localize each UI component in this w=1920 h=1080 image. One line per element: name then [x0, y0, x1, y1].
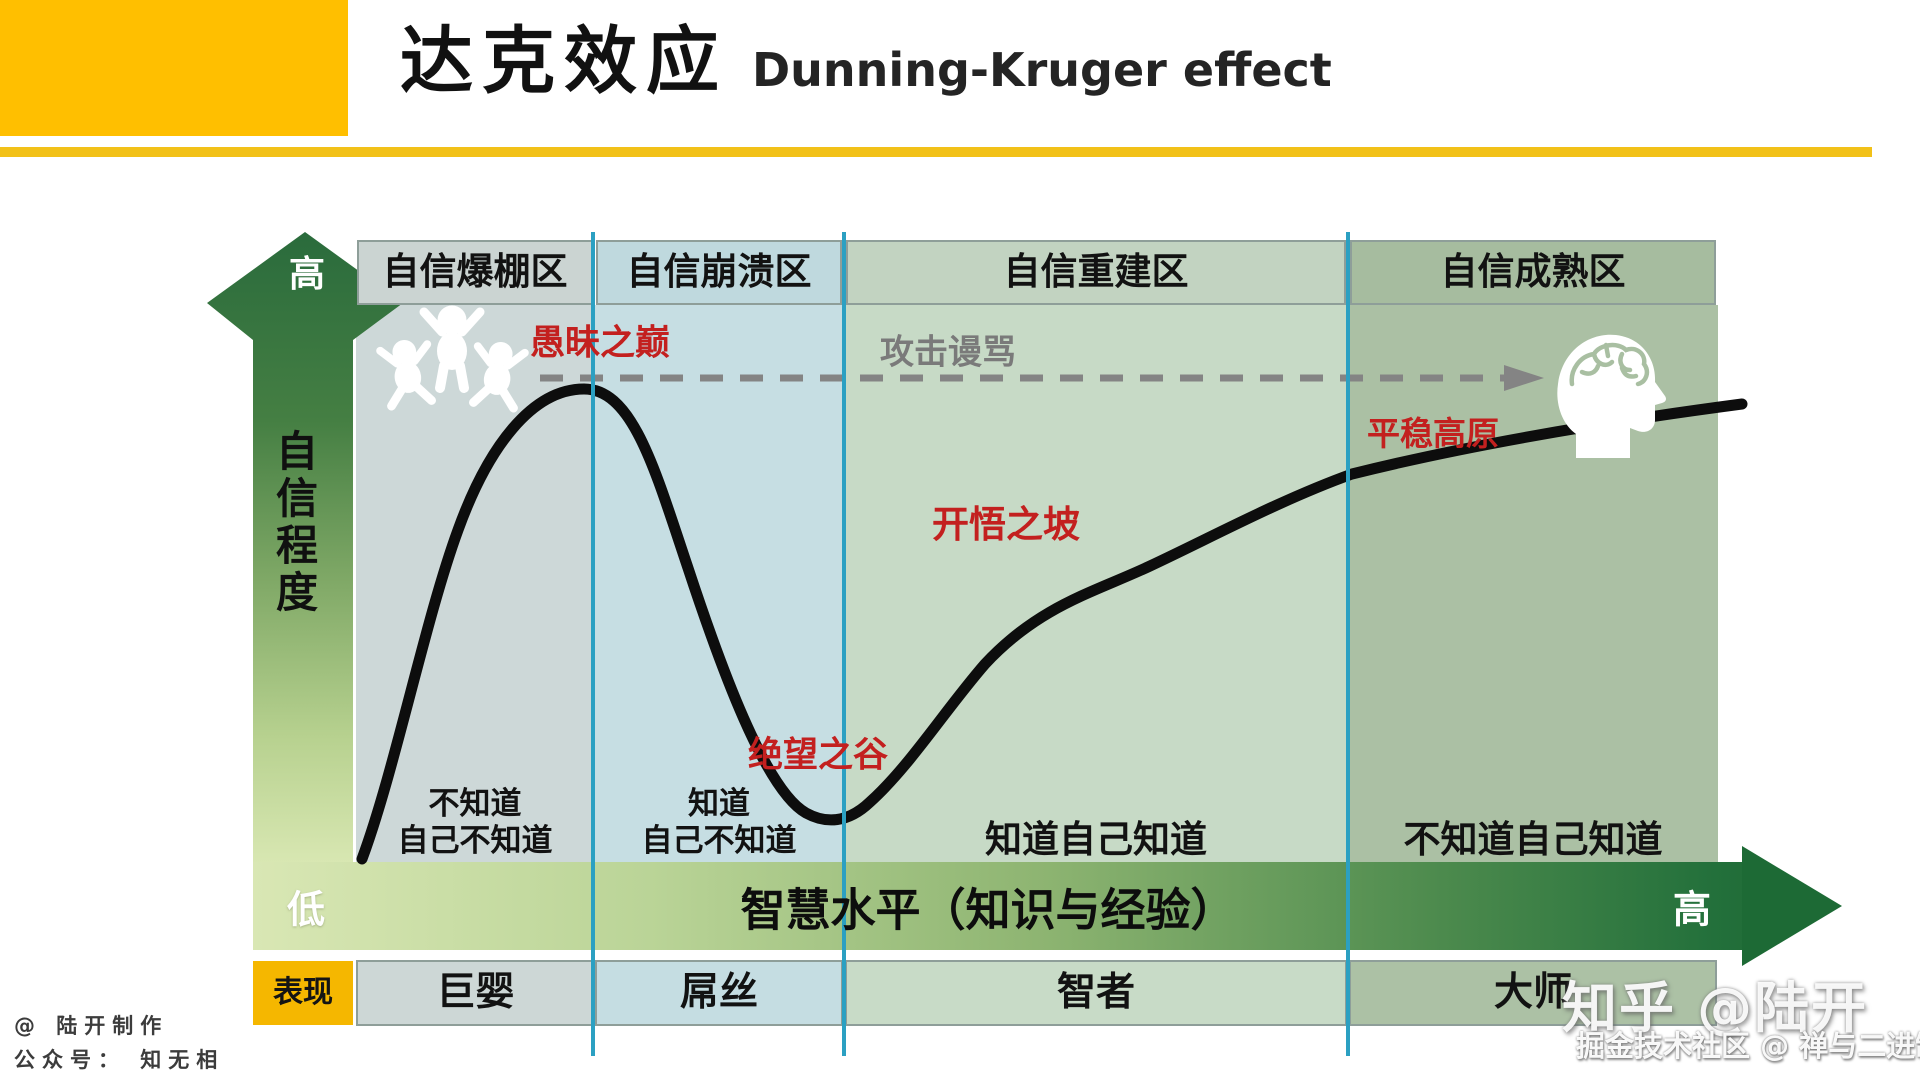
corner-accent-block [0, 0, 348, 136]
zone3-header: 自信重建区 [1003, 250, 1189, 293]
zone4-background [1348, 305, 1718, 862]
zone3-background [844, 305, 1348, 862]
wechat-credit: 公众号： 知无相 [14, 1048, 225, 1072]
zone1-knowledge-label: 不知道 自己不知道 [356, 786, 594, 860]
confidence-axis-arrow [207, 232, 403, 863]
title-chinese: 达克效应 [400, 19, 728, 104]
attack-arrowhead [1504, 365, 1544, 391]
role3-box [845, 960, 1347, 1026]
zone1-knowledge-line1: 不知道 [428, 786, 522, 822]
divider-line-2 [842, 232, 846, 1056]
x-axis-low-label: 低 [286, 887, 326, 932]
y-axis-high-label: 高 [288, 254, 326, 295]
zone1-header-box [357, 240, 593, 305]
wisdom-axis-arrowhead [1742, 846, 1842, 966]
title-divider-bar [0, 147, 1872, 157]
zone4-knowledge-label: 不知道自己知道 [1403, 818, 1663, 861]
zone1-role-label: 巨婴 [436, 970, 515, 1015]
role4-box [1349, 960, 1717, 1026]
zone3-header-box [846, 240, 1346, 305]
divider-line-1 [591, 232, 595, 1056]
zone4-header-box [1350, 240, 1716, 305]
zhihu-watermark: 知乎 @陆开 [1562, 976, 1869, 1040]
x-axis-high-label: 高 [1672, 887, 1712, 932]
zone4-role-label: 大师 [1493, 970, 1572, 1015]
zone2-role-label: 屌丝 [679, 970, 758, 1015]
role2-box [595, 960, 843, 1026]
confidence-curve [356, 383, 1748, 865]
annotation-slope-of-enlightenment: 开悟之坡 [932, 503, 1080, 546]
juejin-watermark: 掘金技术社区 @ 禅与二进制 [1576, 1029, 1920, 1063]
annotation-valley-of-despair: 绝望之谷 [747, 735, 889, 776]
x-axis-title: 智慧水平（知识与经验） [740, 883, 1236, 937]
zone2-knowledge-line2: 自己不知道 [641, 823, 797, 859]
divider-line-3 [1346, 232, 1350, 1056]
wisdom-axis-band [253, 862, 1742, 950]
annotation-attack-abuse: 攻击谩骂 [880, 332, 1016, 373]
zone2-knowledge-line1: 知道 [688, 786, 750, 822]
performance-row-label: 表现 [273, 975, 333, 1010]
zone4-header: 自信成熟区 [1440, 250, 1626, 293]
zone2-header-box [596, 240, 842, 305]
role1-box [356, 960, 595, 1026]
zone2-background [594, 305, 844, 862]
title-english: Dunning-Kruger effect [752, 43, 1332, 97]
brain-icon [1569, 342, 1650, 387]
zone2-header: 自信崩溃区 [626, 250, 812, 293]
annotation-plateau-of-sustainability: 平稳高原 [1367, 414, 1499, 453]
mature-mind-icon [1557, 334, 1666, 458]
annotation-peak-of-stupidity: 愚昧之巅 [529, 323, 671, 364]
zone2-knowledge-label: 知道 自己不知道 [594, 786, 844, 860]
zone3-knowledge-label: 知道自己知道 [985, 818, 1207, 861]
author-credit: @ 陆开制作 [14, 1014, 169, 1038]
babies-icon [376, 305, 529, 413]
page-title: 达克效应 Dunning-Kruger effect [400, 16, 1332, 107]
zone1-header: 自信爆棚区 [382, 250, 568, 293]
zone3-role-label: 智者 [1056, 970, 1135, 1015]
y-axis-title: 自信程度 [275, 427, 318, 617]
zone1-knowledge-line2: 自己不知道 [397, 823, 553, 859]
performance-label-box [253, 961, 353, 1025]
